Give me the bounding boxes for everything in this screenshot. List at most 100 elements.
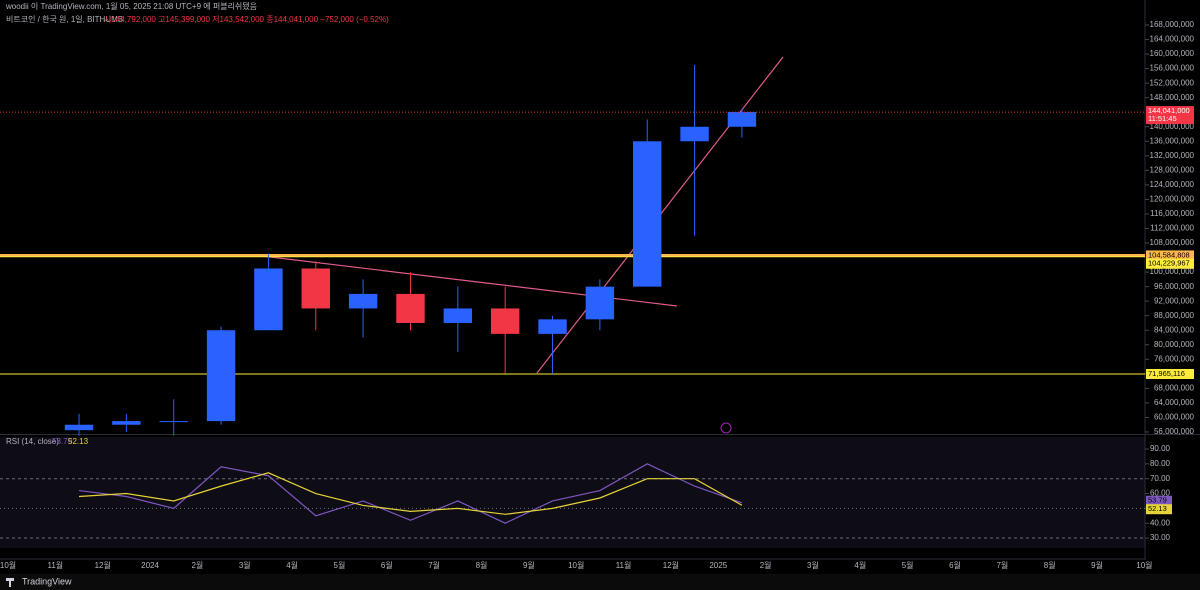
candle-body xyxy=(206,330,236,422)
value-box xyxy=(1146,504,1172,515)
x-tick-label: 6월 xyxy=(949,560,961,570)
x-tick-label: 12월 xyxy=(663,560,679,570)
y-tick-label: 168,000,000 xyxy=(1150,20,1195,29)
y-tick-label: 124,000,000 xyxy=(1150,180,1195,189)
x-tick-label: 3월 xyxy=(807,560,819,570)
candle-body xyxy=(396,293,425,323)
level-label: 104,229,967 xyxy=(1148,259,1190,268)
x-tick-label: 6월 xyxy=(381,560,393,570)
y-tick-label: 60.00 xyxy=(1150,489,1171,498)
level-label: 104,584,808 xyxy=(1148,250,1190,259)
y-tick-label: 68,000,000 xyxy=(1154,384,1195,393)
x-tick-label: 2월 xyxy=(191,560,203,570)
event-icon xyxy=(720,422,732,434)
y-tick-label: 156,000,000 xyxy=(1150,64,1195,73)
candle-body xyxy=(254,268,283,331)
x-tick-label: 2월 xyxy=(760,560,772,570)
y-tick-label: 90.00 xyxy=(1150,444,1171,453)
y-tick-label: 84,000,000 xyxy=(1154,325,1195,334)
x-tick-label: 10월 xyxy=(1136,560,1152,570)
y-tick-label: 60,000,000 xyxy=(1154,413,1195,422)
candle-body xyxy=(159,421,188,423)
level-label-box xyxy=(1146,368,1194,379)
x-tick-label: 2024 xyxy=(141,561,159,570)
x-tick-label: 9월 xyxy=(523,560,535,570)
y-tick-label: 120,000,000 xyxy=(1150,195,1195,204)
ohlc: 시144,792,000 고145,399,000 저143,542,000 종… xyxy=(104,15,389,24)
y-tick-label: 116,000,000 xyxy=(1150,209,1194,218)
candle-body xyxy=(727,112,757,127)
x-tick-label: 7월 xyxy=(428,560,440,570)
y-tick-label: 76,000,000 xyxy=(1154,354,1195,363)
y-tick-label: 100,000,000 xyxy=(1150,267,1195,276)
x-tick-label: 5월 xyxy=(902,560,914,570)
y-tick-label: 164,000,000 xyxy=(1150,35,1195,44)
y-tick-label: 70.00 xyxy=(1150,474,1171,483)
value-label: 53.79 xyxy=(1148,496,1167,505)
x-tick-label: 2025 xyxy=(709,561,727,570)
y-tick-label: 160,000,000 xyxy=(1150,49,1195,58)
legend-value: 52.13 xyxy=(68,437,89,446)
x-tick-label: 9월 xyxy=(1091,560,1103,570)
candle-body xyxy=(490,308,520,334)
candle-body xyxy=(64,424,94,431)
value-label: 52.13 xyxy=(1148,504,1167,513)
last-price-box xyxy=(1146,106,1194,125)
value-box xyxy=(1146,495,1172,506)
x-tick-label: 8월 xyxy=(476,560,488,570)
x-tick-label: 11월 xyxy=(616,560,632,570)
y-tick-label: 148,000,000 xyxy=(1150,93,1195,102)
y-tick-label: 40.00 xyxy=(1150,518,1171,527)
candle-body xyxy=(301,268,330,309)
x-tick-label: 7월 xyxy=(996,560,1008,570)
y-tick-label: 30.00 xyxy=(1150,533,1171,542)
y-tick-label: 88,000,000 xyxy=(1154,311,1195,320)
logo xyxy=(6,578,14,587)
x-tick-label: 10월 xyxy=(0,560,16,570)
level-label-box xyxy=(1146,250,1194,261)
level-label: 71,965,116 xyxy=(1148,369,1185,378)
x-tick-label: 8월 xyxy=(1044,560,1056,570)
candle-body xyxy=(680,126,709,142)
x-tick-label: 11월 xyxy=(48,560,64,570)
y-tick-label: 128,000,000 xyxy=(1150,165,1195,174)
y-tick-label: 96,000,000 xyxy=(1154,282,1195,291)
rsi-line xyxy=(78,472,743,515)
y-tick-label: 136,000,000 xyxy=(1150,136,1195,145)
y-tick-label: 56,000,000 xyxy=(1154,427,1195,436)
x-tick-label: 5월 xyxy=(334,560,346,570)
footer-bar xyxy=(0,574,1200,590)
countdown: 11:51:45 xyxy=(1148,114,1177,123)
x-tick-label: 10월 xyxy=(568,560,584,570)
legend-value: 53.79 xyxy=(52,437,73,446)
y-tick-label: 64,000,000 xyxy=(1154,398,1195,407)
y-tick-label: 80.00 xyxy=(1150,459,1171,468)
last-price-label: 144,041,000 xyxy=(1148,106,1190,115)
rsi-pane xyxy=(0,437,1145,548)
y-tick-label: 112,000,000 xyxy=(1150,224,1194,233)
y-tick-label: 80,000,000 xyxy=(1154,340,1195,349)
x-tick-label: 4월 xyxy=(854,560,866,570)
rsi-title: RSI (14, close) xyxy=(6,437,59,446)
candle-body xyxy=(585,286,615,320)
candle-body xyxy=(633,141,662,287)
publisher: woodii 이 TradingView.com, 1월 05, 2025 21… xyxy=(5,1,257,11)
y-tick-label: 140,000,000 xyxy=(1150,122,1195,131)
x-tick-label: 3월 xyxy=(239,560,251,570)
y-tick-label: 92,000,000 xyxy=(1154,296,1195,305)
x-tick-label: 4월 xyxy=(286,560,298,570)
footer-brand: TradingView xyxy=(22,576,72,586)
x-tick-label: 12월 xyxy=(95,560,111,570)
candle-body xyxy=(112,421,141,425)
y-tick-label: 132,000,000 xyxy=(1150,151,1195,160)
candle-body xyxy=(443,308,473,323)
y-tick-label: 152,000,000 xyxy=(1150,78,1195,87)
level-label-box xyxy=(1146,258,1194,269)
candle-body xyxy=(348,293,378,309)
y-tick-label: 108,000,000 xyxy=(1150,238,1195,247)
candle-body xyxy=(538,319,567,334)
rsi-line xyxy=(78,463,743,524)
symbol: 비트코인 / 한국 원, 1일, BITHUMB xyxy=(6,14,123,24)
